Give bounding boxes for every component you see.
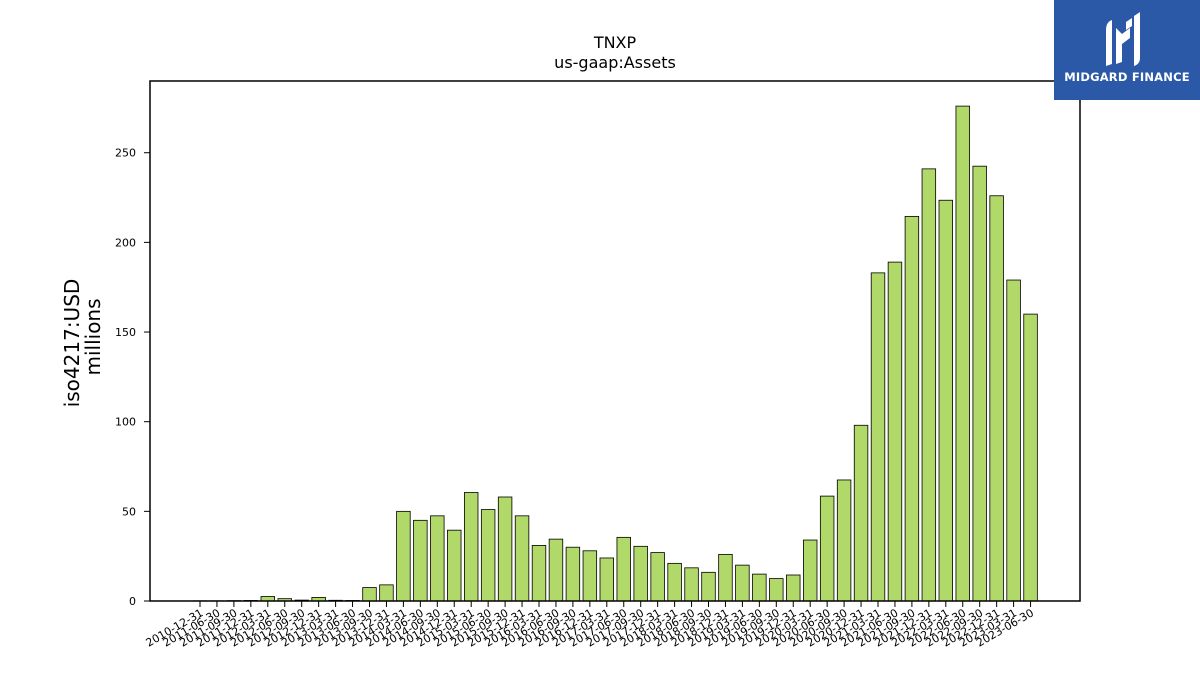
bar-2021-06-30: [887, 261, 903, 602]
midgard-finance-logo: MIDGARD FINANCE: [1054, 0, 1200, 100]
bar-2019-12-31: [786, 574, 801, 602]
bar-2014-12-31: [447, 529, 462, 602]
plot-frame: [149, 80, 1081, 602]
bar-2020-03-31: [803, 539, 818, 602]
bar-2019-03-31: [735, 564, 750, 602]
midgard-logo-icon: [1106, 12, 1140, 66]
bar-2016-09-30: [565, 546, 581, 602]
y-tick-label: 100: [115, 416, 136, 429]
bar-2023-06-30: [1023, 313, 1038, 602]
bar-2022-09-30: [972, 165, 987, 602]
bar-2016-03-31: [531, 545, 547, 602]
bar-2018-12-31: [718, 553, 733, 602]
bar-2017-06-30: [616, 536, 631, 602]
bar-2013-09-30: [362, 587, 377, 602]
bar-2022-12-31: [989, 195, 1004, 602]
y-tick-label: 250: [115, 147, 136, 160]
bar-2021-09-30: [904, 215, 920, 602]
bar-2015-06-30: [480, 509, 496, 602]
bar-2022-06-30: [955, 105, 970, 602]
bar-2013-12-31: [379, 584, 394, 602]
bar-2014-06-30: [413, 519, 428, 602]
chart-subtitle: us-gaap:Assets: [554, 53, 676, 72]
bar-2016-06-30: [548, 538, 564, 602]
chart-title: TNXP: [593, 33, 637, 52]
brand-name: MIDGARD FINANCE: [1064, 70, 1190, 84]
bar-2018-06-30: [684, 567, 699, 602]
bar-2020-06-30: [819, 495, 835, 602]
bar-2020-09-30: [836, 479, 852, 602]
y-axis-label-line1: iso4217:USD: [60, 279, 84, 408]
bar-2023-03-31: [1006, 279, 1021, 602]
bar-2017-09-30: [633, 545, 648, 602]
bar-2015-09-30: [497, 496, 513, 602]
y-tick-label: 150: [115, 326, 136, 339]
bar-2017-12-31: [650, 552, 665, 602]
bar-2020-12-31: [853, 424, 869, 602]
bar-2022-03-31: [938, 199, 954, 602]
bar-2018-09-30: [701, 571, 716, 602]
bar-2021-12-31: [921, 168, 937, 602]
bar-2018-03-31: [667, 562, 682, 602]
y-tick-label: 0: [129, 595, 136, 608]
y-tick-label: 50: [122, 505, 136, 518]
bar-2015-12-31: [514, 515, 530, 602]
bar-2016-12-31: [582, 550, 598, 602]
bar-2019-06-30: [752, 573, 767, 602]
bar-2015-03-31: [463, 492, 479, 602]
bar-2019-09-30: [769, 578, 784, 602]
bar-2021-03-31: [870, 272, 886, 602]
bar-2014-09-30: [430, 515, 445, 602]
y-tick-label: 200: [115, 236, 136, 249]
bar-2017-03-31: [599, 557, 615, 602]
bar-2014-03-31: [396, 510, 411, 602]
y-axis-label-line2: millions: [81, 298, 105, 375]
